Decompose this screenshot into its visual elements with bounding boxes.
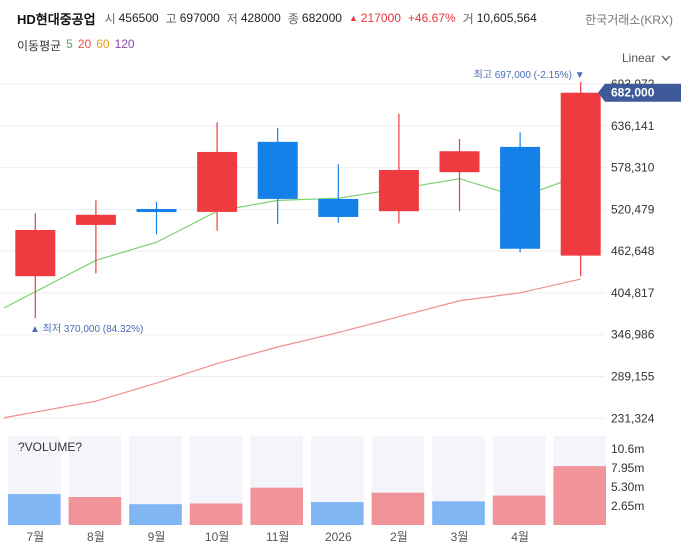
volume-bar <box>492 495 546 525</box>
volume-title: ?VOLUME? <box>18 440 82 454</box>
high-label: 고 <box>165 11 177 26</box>
low-value: 428000 <box>240 11 281 25</box>
volume-bar <box>553 466 606 525</box>
x-tick-label: 4월 <box>511 530 529 544</box>
y-tick-label: 636,141 <box>611 119 655 133</box>
x-tick-label: 3월 <box>451 530 469 544</box>
low-label: 저 <box>226 11 238 26</box>
volume-tick-label: 2.65m <box>611 499 644 513</box>
annotations: 최고 697,000 (-2.15%) ▼ ▲ 최저 370,000 (84.32… <box>30 69 681 335</box>
candle-body <box>75 214 116 225</box>
change-percent: +46.67% <box>407 11 456 25</box>
moving-average-lines <box>3 174 581 419</box>
last-price-label: 682,000 <box>611 86 655 100</box>
volume-panel: ?VOLUME? 10.6m 7.95m 5.30m 2.65m <box>8 436 644 525</box>
candle-body <box>560 92 601 256</box>
ma-120-label: 120 <box>114 37 135 51</box>
y-tick-label: 520,479 <box>611 202 655 216</box>
x-tick-label: 8월 <box>87 530 105 544</box>
volume-bar <box>129 504 182 525</box>
candle-body <box>257 141 298 199</box>
volume-tick-label: 10.6m <box>611 442 644 456</box>
change-value: 217000 <box>360 11 401 25</box>
candle-body <box>318 198 359 217</box>
time-axis: 7월 8월 9월 10월 11월 2026 2월 3월 4월 <box>26 530 529 544</box>
volume-tick-label: 5.30m <box>611 480 644 494</box>
x-tick-label: 2026 <box>325 530 352 544</box>
high-value: 697000 <box>179 11 220 25</box>
ma-5-label: 5 <box>66 37 73 51</box>
volume-tick-label: 7.95m <box>611 461 644 475</box>
x-tick-label: 11월 <box>266 530 290 544</box>
candle-body <box>500 146 541 249</box>
close-label: 종 <box>287 11 299 26</box>
volume-bar <box>68 497 122 525</box>
change-arrow-icon: ▲ <box>348 13 358 23</box>
volume-value: 10,605,564 <box>476 11 537 25</box>
ma-60-label: 60 <box>96 37 110 51</box>
moving-average-legend[interactable]: 이동평균 5 20 60 120 <box>17 37 135 54</box>
volume-bar <box>8 494 61 525</box>
ma5-line <box>3 174 581 309</box>
ma-legend-title: 이동평균 <box>17 39 62 53</box>
volume-bar <box>189 503 243 525</box>
candle-body <box>378 170 419 212</box>
y-tick-label: 462,648 <box>611 244 655 258</box>
x-tick-label: 9월 <box>148 530 166 544</box>
volume-label: 거 <box>462 11 474 26</box>
price-axis: 693,972636,141578,310520,479462,648404,8… <box>611 77 655 425</box>
min-price-label: ▲ 최저 370,000 (84.32%) <box>30 323 143 335</box>
ma20-line <box>3 278 581 419</box>
candle-body <box>136 209 177 213</box>
max-price-label: 최고 697,000 (-2.15%) ▼ <box>474 69 585 81</box>
x-tick-label: 2월 <box>390 530 408 544</box>
stock-name: HD현대중공업 <box>17 11 96 27</box>
open-label: 시 <box>104 11 116 26</box>
volume-bar <box>371 492 425 525</box>
grid-lines <box>0 83 605 419</box>
candle-body <box>15 229 56 277</box>
y-tick-label: 578,310 <box>611 161 655 175</box>
y-tick-label: 404,817 <box>611 286 655 300</box>
exchange-label: 한국거래소(KRX) <box>585 13 673 27</box>
y-tick-label: 346,986 <box>611 328 655 342</box>
volume-bar <box>250 487 303 525</box>
quote-header: HD현대중공업 시 456500 고 697000 저 428000 종 682… <box>17 9 544 27</box>
candle-body <box>439 151 480 173</box>
x-tick-label: 10월 <box>205 530 229 544</box>
volume-bar <box>311 502 364 525</box>
candles <box>15 81 601 319</box>
y-tick-label: 231,324 <box>611 411 655 425</box>
open-value: 456500 <box>118 11 159 25</box>
scale-select[interactable]: Linear <box>622 51 671 65</box>
candle-body <box>197 151 238 212</box>
x-tick-label: 7월 <box>26 530 44 544</box>
last-price-badge <box>598 83 681 102</box>
close-value: 682000 <box>301 11 342 25</box>
y-tick-label: 289,155 <box>611 369 655 383</box>
ma-20-label: 20 <box>77 37 92 51</box>
scale-label: Linear <box>622 51 656 65</box>
chevron-down-icon <box>661 55 671 61</box>
volume-bar <box>432 501 485 525</box>
